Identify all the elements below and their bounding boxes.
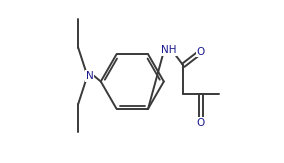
Text: O: O: [197, 118, 205, 128]
Text: N: N: [85, 71, 93, 81]
Text: NH: NH: [161, 45, 176, 55]
Text: O: O: [197, 47, 205, 57]
